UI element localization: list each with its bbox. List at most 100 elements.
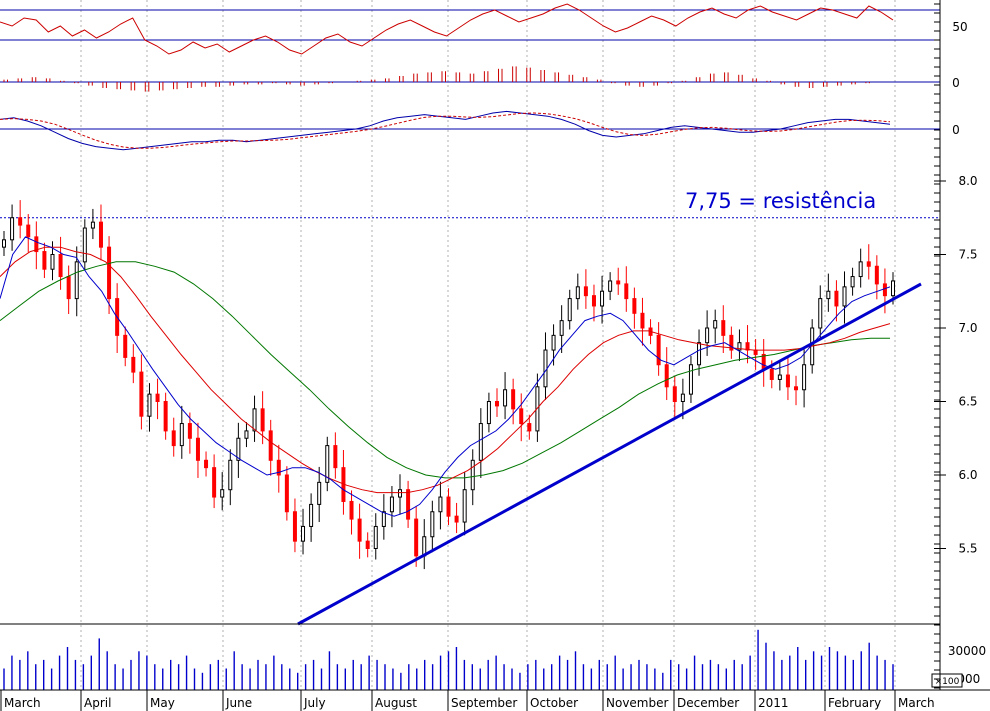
candle-body <box>90 221 95 229</box>
candle <box>179 405 184 459</box>
candle <box>171 417 176 457</box>
candle-body <box>551 334 556 351</box>
candle <box>123 326 128 367</box>
candle-body <box>228 459 233 491</box>
candle <box>842 271 847 324</box>
candle <box>107 236 112 315</box>
month-label: March <box>4 696 41 710</box>
candle <box>583 269 588 309</box>
candle-body <box>301 525 306 542</box>
candle-body <box>600 290 605 307</box>
candle <box>632 287 637 329</box>
month-label: 2011 <box>758 696 789 710</box>
candle-body <box>511 389 516 410</box>
candle-body <box>705 327 710 344</box>
histogram-tick-0: 0 <box>952 76 960 90</box>
candle-body <box>66 276 71 300</box>
candle-body <box>389 496 394 513</box>
histogram-panel: 0 <box>0 66 960 92</box>
candle <box>58 236 63 290</box>
candle <box>82 219 87 271</box>
candle-body <box>155 393 160 402</box>
candle-body <box>672 386 677 402</box>
candle <box>195 422 200 478</box>
candle <box>212 454 217 509</box>
candle <box>591 284 596 322</box>
candle-body <box>753 349 758 355</box>
candle <box>357 503 362 559</box>
candle <box>244 422 249 448</box>
candle-body <box>826 290 831 300</box>
candle <box>462 472 467 536</box>
candle-body <box>398 489 403 498</box>
candle <box>713 309 718 344</box>
month-axis: March April May June July August September Octo… <box>0 689 990 711</box>
candle-body <box>850 276 855 288</box>
candle <box>414 505 419 567</box>
candle <box>2 230 6 256</box>
candle-body <box>2 239 6 248</box>
candle-body <box>891 280 895 297</box>
candle-body <box>616 280 621 285</box>
candle <box>721 305 726 353</box>
rsi-tick-50: 50 <box>952 20 967 34</box>
candle-body <box>858 261 863 278</box>
candle-body <box>98 221 103 248</box>
volume-tick-30000: 30000 <box>948 644 986 658</box>
candle-body <box>252 408 257 432</box>
candle-body <box>42 251 47 270</box>
month-label: October <box>530 696 578 710</box>
candle-body <box>664 364 669 388</box>
candle-body <box>406 489 411 520</box>
candle-body <box>575 286 580 300</box>
candle <box>688 355 693 403</box>
candle-body <box>34 236 39 253</box>
candle <box>656 322 661 376</box>
candle <box>697 329 702 376</box>
candle-body <box>680 393 685 402</box>
candle-body <box>721 320 726 336</box>
candle-body <box>632 298 637 314</box>
candle-body <box>139 371 144 417</box>
candle-body <box>446 496 451 517</box>
macd-signal-line <box>0 112 891 149</box>
candle <box>850 267 855 296</box>
candle <box>155 378 160 420</box>
candle-body <box>107 246 112 300</box>
candle <box>349 490 354 535</box>
candle <box>187 412 192 454</box>
candle-body <box>179 423 184 447</box>
candle-body <box>874 265 879 285</box>
candle-body <box>656 334 661 366</box>
candle-body <box>292 511 297 542</box>
candle-body <box>365 540 370 550</box>
candle <box>705 310 710 356</box>
candle-body <box>802 364 807 391</box>
candle <box>559 305 564 353</box>
candle-body <box>794 386 799 391</box>
month-label: March <box>898 696 935 710</box>
rsi-line <box>0 3 894 55</box>
macd-panel: 0 <box>0 110 960 151</box>
candle-body <box>131 356 136 373</box>
candle-body <box>478 423 483 461</box>
candle-body <box>527 423 532 432</box>
candle <box>446 488 451 525</box>
candle-body <box>357 518 362 542</box>
candle-body <box>454 515 459 523</box>
candle <box>818 285 823 340</box>
candle-body <box>745 342 750 351</box>
candle <box>284 466 289 521</box>
price-tick-label: 6.0 <box>958 468 977 482</box>
candle-body <box>220 489 225 498</box>
candle <box>729 326 734 359</box>
candle <box>34 221 39 270</box>
volume-bars <box>3 629 894 690</box>
candle-body <box>559 320 564 336</box>
candle-body <box>842 286 847 307</box>
candle-body <box>519 408 524 425</box>
candle-body <box>381 511 386 527</box>
candle <box>90 208 95 240</box>
candle-body <box>373 525 378 550</box>
